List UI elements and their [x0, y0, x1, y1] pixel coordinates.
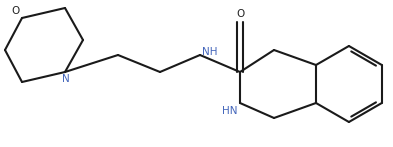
Text: HN: HN [222, 106, 237, 116]
Text: O: O [12, 6, 20, 16]
Text: NH: NH [202, 47, 217, 57]
Text: O: O [236, 9, 244, 19]
Text: N: N [62, 74, 70, 84]
